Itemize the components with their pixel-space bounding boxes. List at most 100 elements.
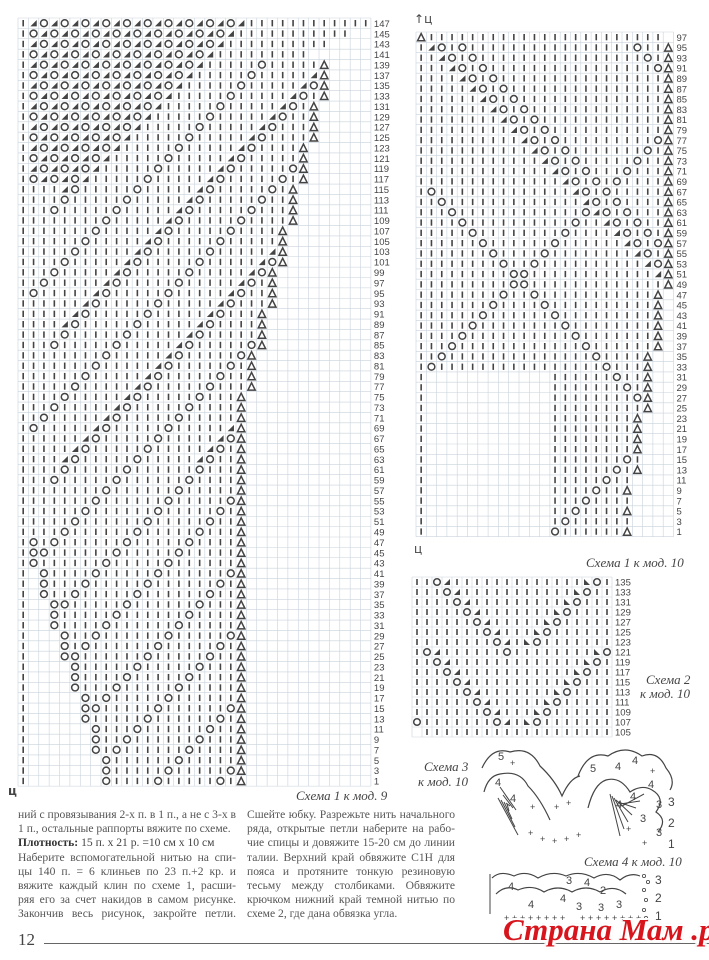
yarn-over-symbol xyxy=(112,29,121,38)
yarn-over-symbol xyxy=(102,143,111,152)
yarn-over-symbol xyxy=(133,70,142,80)
left-decrease-symbol xyxy=(51,165,58,172)
yarn-over-symbol xyxy=(612,465,621,474)
row-number-label: 93 xyxy=(374,299,385,310)
double-crochet-symbol xyxy=(611,795,625,830)
left-decrease-symbol xyxy=(113,20,120,27)
text-line: Сшейте юбку. Разрежьте нить начального xyxy=(247,808,455,821)
yarn-over-symbol xyxy=(561,228,570,237)
left-decrease-symbol xyxy=(186,71,193,79)
row-number-label: 93 xyxy=(677,53,688,64)
stitch-count-label: 4 xyxy=(632,755,638,767)
yarn-over-symbol xyxy=(216,174,225,184)
yarn-over-symbol xyxy=(81,506,90,516)
yarn-over-symbol xyxy=(39,589,49,599)
yarn-over-symbol xyxy=(153,164,163,173)
yarn-over-symbol xyxy=(39,81,49,90)
stitch-count-label: 4 xyxy=(495,777,501,789)
yarn-over-symbol xyxy=(81,371,90,381)
row-number-label: 145 xyxy=(374,29,390,40)
left-decrease-symbol xyxy=(113,40,120,48)
yarn-over-symbol xyxy=(633,156,642,165)
yarn-over-symbol xyxy=(205,454,215,464)
yarn-over-symbol xyxy=(216,29,225,38)
left-decrease-symbol xyxy=(289,92,297,100)
single-crochet-symbol: + xyxy=(554,802,559,812)
single-crochet-symbol: + xyxy=(528,828,533,838)
left-decrease-symbol xyxy=(113,82,120,89)
right-decrease-symbol xyxy=(534,709,540,715)
left-decrease-symbol xyxy=(134,383,141,390)
row-number-label: 1 xyxy=(374,777,379,788)
yarn-over-symbol xyxy=(70,133,80,142)
single-crochet-symbol: + xyxy=(604,913,609,923)
double-decrease-symbol xyxy=(236,453,247,464)
yarn-over-symbol xyxy=(164,288,173,298)
yarn-over-symbol xyxy=(571,331,580,340)
row-number-label: 29 xyxy=(677,383,688,394)
double-decrease-symbol xyxy=(236,765,247,775)
yarn-over-symbol xyxy=(70,185,80,194)
yarn-over-symbol xyxy=(133,392,142,402)
double-decrease-symbol xyxy=(236,775,247,786)
yarn-over-symbol xyxy=(91,70,101,80)
double-decrease-symbol xyxy=(663,227,674,238)
yarn-over-symbol xyxy=(550,311,560,320)
yarn-over-symbol xyxy=(70,29,80,38)
left-decrease-symbol xyxy=(123,92,131,100)
double-decrease-symbol xyxy=(642,351,653,361)
left-decrease-symbol xyxy=(541,157,548,164)
left-decrease-symbol xyxy=(206,30,214,37)
yarn-over-symbol xyxy=(81,714,90,723)
yarn-over-symbol xyxy=(50,153,59,163)
left-decrease-symbol xyxy=(71,123,79,131)
yarn-over-symbol xyxy=(164,60,173,69)
double-decrease-symbol xyxy=(236,557,247,568)
yarn-over-symbol xyxy=(133,662,142,671)
double-crochet-symbol xyxy=(613,797,629,823)
text-line: схеме 2, где дана обвязка угла. xyxy=(247,907,398,921)
row-number-label: 111 xyxy=(374,206,388,217)
left-decrease-symbol xyxy=(279,103,286,110)
double-decrease-symbol xyxy=(663,145,674,155)
left-decrease-symbol xyxy=(103,154,110,162)
double-decrease-symbol xyxy=(663,155,674,166)
yarn-over-symbol xyxy=(164,631,173,640)
yarn-over-symbol xyxy=(205,589,215,599)
yarn-over-symbol xyxy=(164,226,173,235)
left-decrease-symbol xyxy=(258,123,266,131)
left-decrease-symbol xyxy=(469,85,476,92)
yarn-over-symbol xyxy=(29,70,38,80)
yarn-over-symbol xyxy=(452,677,462,687)
scheme2-caption-line1: Схема 2 xyxy=(646,672,691,687)
left-decrease-symbol xyxy=(92,20,100,27)
yarn-over-symbol xyxy=(492,637,502,647)
yarn-over-symbol xyxy=(623,228,632,237)
left-decrease-symbol xyxy=(206,175,214,183)
single-crochet-symbol: + xyxy=(612,913,617,923)
yarn-over-symbol xyxy=(499,105,508,114)
single-crochet-symbol: + xyxy=(530,802,535,812)
yarn-over-symbol xyxy=(205,652,215,661)
yarn-over-symbol xyxy=(91,153,101,163)
left-decrease-symbol xyxy=(196,186,203,193)
left-decrease-symbol xyxy=(61,113,68,120)
left-decrease-symbol xyxy=(165,30,172,37)
yarn-over-symbol xyxy=(550,239,560,248)
left-decrease-symbol xyxy=(51,103,58,110)
yarn-over-symbol xyxy=(468,228,477,237)
yarn-over-symbol xyxy=(226,569,235,578)
yarn-over-symbol xyxy=(91,735,101,744)
yarn-over-symbol xyxy=(39,143,49,152)
yarn-over-symbol xyxy=(623,455,632,464)
row-number-label: 141 xyxy=(374,50,390,61)
yarn-over-symbol xyxy=(164,558,173,568)
yarn-over-symbol xyxy=(226,164,235,173)
left-decrease-symbol xyxy=(40,92,48,100)
yarn-over-symbol xyxy=(592,197,601,207)
left-decrease-symbol xyxy=(154,40,162,48)
yarn-over-symbol xyxy=(502,647,512,657)
double-decrease-symbol xyxy=(236,526,247,537)
yarn-over-symbol xyxy=(447,342,457,351)
left-decrease-symbol xyxy=(103,30,110,37)
